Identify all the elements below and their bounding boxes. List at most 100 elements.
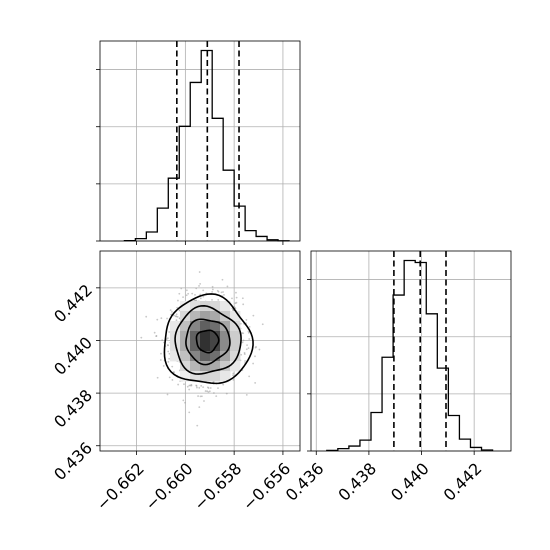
- sample-point: [168, 331, 171, 333]
- density-cell: [190, 361, 201, 372]
- sample-point: [207, 391, 210, 393]
- sample-point: [199, 282, 202, 285]
- sample-point: [198, 285, 200, 287]
- sample-point: [212, 392, 215, 394]
- sample-point: [254, 382, 257, 384]
- tick-marks: [96, 69, 284, 245]
- density-cell: [190, 341, 201, 352]
- sample-point: [185, 289, 188, 292]
- density-cell: [180, 361, 191, 372]
- axes-frame: [310, 250, 512, 452]
- sample-point: [198, 271, 201, 273]
- sample-point: [246, 344, 248, 347]
- sample-point: [245, 394, 248, 396]
- sample-point: [242, 339, 245, 342]
- histogram-bin: [371, 413, 382, 451]
- histogram-bin: [190, 82, 201, 241]
- sample-point: [245, 348, 248, 351]
- sample-point: [184, 401, 186, 404]
- density-cell: [210, 371, 221, 382]
- density-cell: [200, 321, 211, 332]
- sample-point: [168, 352, 171, 355]
- sample-point: [156, 376, 159, 379]
- histogram-bin: [256, 236, 267, 241]
- sample-point: [240, 353, 243, 356]
- density-cell: [180, 321, 191, 332]
- density-cell: [170, 351, 181, 362]
- sample-point: [223, 293, 225, 296]
- sample-point: [235, 301, 238, 304]
- sample-point: [167, 350, 170, 353]
- sample-point: [175, 313, 178, 316]
- sample-point: [199, 293, 202, 296]
- sample-point: [162, 365, 165, 367]
- sample-point: [168, 376, 171, 379]
- sample-point: [171, 310, 173, 313]
- sample-point: [168, 357, 171, 360]
- sample-point: [166, 344, 169, 346]
- sample-point: [220, 291, 223, 294]
- sample-point: [232, 374, 234, 377]
- sample-point: [171, 379, 174, 381]
- density-cell: [220, 361, 231, 372]
- sample-point: [232, 378, 235, 381]
- sample-point: [140, 336, 143, 339]
- density-cell: [200, 341, 211, 352]
- sample-point: [231, 297, 233, 300]
- sample-point: [188, 388, 191, 391]
- sample-point: [194, 293, 196, 296]
- sample-point: [211, 288, 214, 291]
- sample-point: [195, 287, 198, 290]
- sample-point: [247, 331, 250, 334]
- density-cell: [230, 351, 241, 362]
- sample-point: [155, 335, 158, 338]
- sample-point: [241, 332, 244, 334]
- sample-point: [248, 375, 251, 378]
- sample-point: [160, 352, 162, 355]
- sample-point: [226, 285, 229, 288]
- contour-lines: [163, 293, 254, 385]
- histogram-bin: [393, 295, 404, 451]
- density-cell: [230, 361, 241, 372]
- sample-point: [185, 294, 188, 297]
- quantile-lines: [393, 251, 447, 451]
- sample-point: [211, 285, 214, 288]
- tick-marks: [307, 279, 475, 455]
- density-cell: [210, 351, 221, 362]
- sample-point: [211, 290, 214, 293]
- density-cell: [230, 311, 241, 322]
- quantile-lines: [176, 41, 240, 241]
- density-cell: [230, 341, 241, 352]
- sample-point: [200, 384, 203, 387]
- sample-point: [183, 383, 185, 386]
- sample-point: [248, 338, 251, 340]
- axes-frame: [99, 40, 301, 242]
- contour-line: [195, 329, 220, 354]
- sample-point: [245, 319, 248, 321]
- sample-point: [160, 317, 163, 320]
- sample-point: [215, 395, 218, 398]
- histogram-bin: [382, 357, 393, 451]
- histogram-bin: [360, 440, 371, 451]
- sample-point: [247, 347, 250, 349]
- density-cell: [210, 301, 221, 312]
- sample-point: [239, 322, 242, 325]
- contour-line: [185, 318, 231, 366]
- sample-point: [209, 387, 212, 389]
- sample-point: [197, 395, 199, 397]
- sample-point: [178, 309, 181, 312]
- density-cell: [180, 341, 191, 352]
- density-cell: [210, 311, 221, 322]
- density-cell: [180, 371, 191, 382]
- density-cell: [180, 351, 191, 362]
- sample-point: [202, 386, 205, 389]
- sample-point: [225, 392, 228, 395]
- sample-point: [208, 390, 211, 393]
- sample-point: [217, 387, 219, 389]
- sample-point: [217, 290, 220, 293]
- density-cell: [220, 341, 231, 352]
- sample-point: [244, 360, 246, 362]
- histogram-bin: [404, 261, 415, 451]
- density-cell: [220, 351, 231, 362]
